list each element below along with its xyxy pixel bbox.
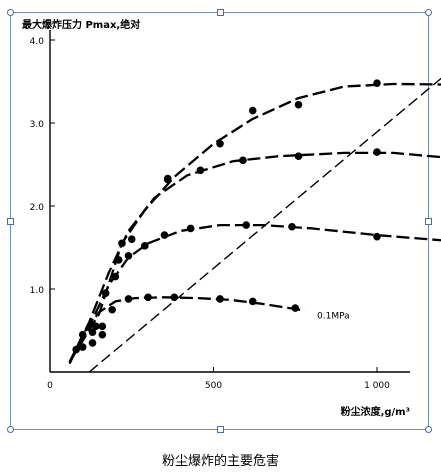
y-tick-label: 4.0 [30,37,45,47]
data-point [248,106,257,115]
resize-handle-middle-right[interactable] [425,218,432,225]
data-point [373,79,381,87]
data-point [239,156,247,165]
y-tick-label: 3.0 [30,120,45,130]
data-point [144,293,152,302]
x-tick-label: 500 [205,381,222,391]
curves [68,77,441,373]
data-point [72,345,80,354]
series-label: 0.1MPa [317,312,350,322]
resize-handle-bottom-left[interactable] [7,426,14,433]
data-point [124,295,133,303]
data-point [111,272,120,281]
data-point [163,174,172,183]
series-curve [68,296,306,365]
x-axis-title: 粉尘浓度,g/m³ [341,405,410,418]
data-point [291,304,300,312]
data-point [88,339,97,347]
data-point [88,328,97,336]
data-point [288,222,296,231]
resize-handle-middle-left[interactable] [7,218,14,225]
data-point [91,322,100,331]
figure-caption: 粉尘爆炸的主要危害 [161,454,279,469]
y-axis-title: 最大爆炸压力 Pmax,绝对 [22,18,140,31]
data-point [101,289,110,297]
data-point [78,343,87,351]
data-point [141,242,149,250]
data-point [98,322,107,331]
y-tick-label: 2.0 [30,203,45,213]
data-point [248,297,257,306]
resize-handle-top-right[interactable] [425,9,432,16]
series-curve [68,223,441,363]
x-tick-label: 1 000 [364,381,390,391]
data-points [72,79,381,354]
image-frame [7,9,432,433]
data-point [242,221,250,229]
data-point [124,252,133,260]
data-point [160,231,169,239]
data-point [108,305,116,314]
data-point [216,295,224,303]
y-tick-label: 1.0 [30,286,45,296]
resize-handle-bottom-middle[interactable] [217,426,224,433]
data-point [186,224,195,233]
data-point [216,139,224,148]
resize-handle-top-middle[interactable] [217,9,224,16]
data-point [98,330,107,339]
data-point [114,256,123,264]
axes [49,30,410,373]
data-point [373,232,381,241]
resize-handle-bottom-right[interactable] [425,426,432,433]
resize-handle-top-left[interactable] [7,9,14,16]
data-point [196,166,205,175]
data-point [373,148,381,156]
data-point [294,100,303,109]
data-point [170,293,179,302]
data-point [118,239,126,248]
data-point [127,235,136,243]
series-curve [68,82,441,363]
data-point [294,152,303,160]
data-point [78,330,87,339]
x-tick-label: 0 [47,381,53,391]
